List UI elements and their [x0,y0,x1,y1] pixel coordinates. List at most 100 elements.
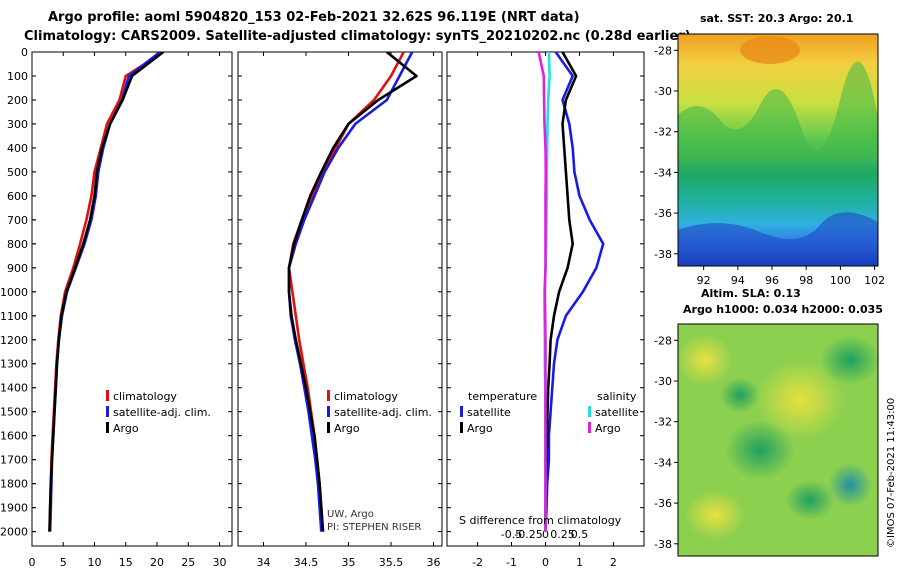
depth-tick-label: 1100 [0,310,28,323]
x-tick-label: 10 [88,556,102,569]
series-line-salinity-argo [537,52,548,532]
legend-title-temperature: temperature [468,390,537,403]
salinity-x-axis: 34 34.5 35 35.5 36 [238,51,442,569]
map-x-tick-label: 96 [765,274,779,287]
x-tick-label: 25 [181,556,195,569]
depth-tick-label: 100 [7,70,28,83]
sst-cold-feature [678,212,878,266]
x-tick-label: -1 [506,556,517,569]
series-line-argo [287,52,418,532]
legend-swatch-climatology [327,390,330,401]
x-tick-label: 5 [60,556,67,569]
title-line2: Climatology: CARS2009. Satellite-adjuste… [24,29,691,44]
depth-tick-label: 0 [21,46,28,59]
legend-label-satellite: satellite-adj. clim. [334,406,432,419]
depth-tick-label: 1300 [0,358,28,371]
sla-feature [720,377,760,413]
map-y-tick-label: -34 [654,166,672,179]
series-line-climatology [287,52,405,532]
map-y-tick-label: -30 [654,85,672,98]
depth-tick-label: 1900 [0,502,28,515]
sla-feature [785,480,835,520]
depth-tick-label: 1000 [0,286,28,299]
depth-tick-label: 900 [7,262,28,275]
x2-tick-label: -0.25 [514,528,542,541]
depth-tick-label: 400 [7,142,28,155]
sla-feature [685,490,745,540]
sla-feature [828,463,872,507]
x-tick-label: 30 [213,556,227,569]
legend-swatch-satellite [327,406,330,417]
map-y-tick-label: -36 [654,497,672,510]
difference-lines [537,52,605,532]
temperature-panel: 0100200300400500600700800900100011001200… [0,46,233,569]
x-tick-label: -2 [472,556,483,569]
map-y-tick-label: -36 [654,207,672,220]
depth-tick-label: 1600 [0,430,28,443]
depth-tick-label: 800 [7,238,28,251]
temperature-axes-box [31,51,233,547]
map-x-tick-label: 102 [864,274,885,287]
legend-swatch-argo [106,422,109,433]
map-x-tick-label: 94 [731,274,745,287]
temperature-lines [48,52,165,532]
sst-map-title: sat. SST: 20.3 Argo: 20.1 [700,12,853,25]
sla-map-subtitle: Argo h1000: 0.034 h2000: 0.035 [683,303,883,316]
sla-feature [755,360,845,440]
x2-tick-label: 0.25 [550,528,575,541]
imos-watermark: ©IMOS 07-Feb-2021 11:43:00 [886,398,897,548]
legend-label-climatology: climatology [113,390,177,403]
x-tick-label: 0 [542,556,549,569]
title-line1: Argo profile: aoml 5904820_153 02-Feb-20… [48,10,580,25]
depth-tick-label: 1700 [0,454,28,467]
depth-tick-label: 1500 [0,406,28,419]
map-x-tick-label: 98 [799,274,813,287]
temperature-legend: climatology satellite-adj. clim. Argo [106,390,211,435]
map-y-tick-label: -32 [654,416,672,429]
map-y-tick-label: -30 [654,375,672,388]
difference-legend: temperature salinity satellite Argo sate… [460,390,639,435]
legend-swatch-satellite [106,406,109,417]
x2-tick-label: 0 [542,528,549,541]
sst-map-frame [677,33,879,267]
legend-label-sal-satellite: satellite [595,406,639,419]
legend-swatch-temp-argo [460,422,463,433]
depth-tick-label: 700 [7,214,28,227]
legend-swatch-temp-satellite [460,406,463,417]
legend-label-argo: Argo [113,422,139,435]
sla-map-axes: -28 -30 -32 -34 -36 -38 [654,334,678,551]
sla-map-panel: Altim. SLA: 0.13 Argo h1000: 0.034 h2000… [654,287,883,557]
legend-label-temp-satellite: satellite [467,406,511,419]
depth-tick-label: 500 [7,166,28,179]
legend-label-climatology: climatology [334,390,398,403]
legend-label-temp-argo: Argo [467,422,493,435]
x-tick-label: 35 [342,556,356,569]
depth-axis: 0 100 200 300 400 500 600 700 800 900 1000 1100 1200… [0,46,36,539]
sla-feature [677,334,733,386]
series-line-argo [48,52,165,532]
sla-feature [725,420,795,480]
x2-tick-label: -0.5 [501,528,522,541]
difference-panel: -2 -1 0 1 2-0.5-0.25 0 0.250.5 temperature sal… [446,51,645,569]
credit-line1: UW, Argo [327,509,374,520]
map-y-tick-label: -34 [654,456,672,469]
x-tick-label: 34.5 [294,556,319,569]
sst-map-axes: -28 -30 -32 -34 -36 -38 92 94 96 98 100 102 [654,44,885,287]
sla-map-title: Altim. SLA: 0.13 [701,287,801,300]
legend-swatch-sal-satellite [588,406,591,417]
legend-swatch-sal-argo [588,422,591,433]
legend-swatch-climatology [106,390,109,401]
x-tick-label: 34 [257,556,271,569]
x-tick-label: 15 [119,556,133,569]
x-tick-label: 20 [150,556,164,569]
x-tick-label: 35.5 [379,556,404,569]
map-x-tick-label: 92 [697,274,711,287]
salinity-panel: 34 34.5 35 35.5 36 climatology satellite-adj… [237,51,443,569]
salinity-axes-box [237,51,443,547]
sst-front-feature [678,61,878,160]
depth-tick-label: 1800 [0,478,28,491]
x-tick-label: 0 [29,556,36,569]
credit-line2: PI: STEPHEN RISER [327,522,421,533]
x-tick-label: 1 [576,556,583,569]
